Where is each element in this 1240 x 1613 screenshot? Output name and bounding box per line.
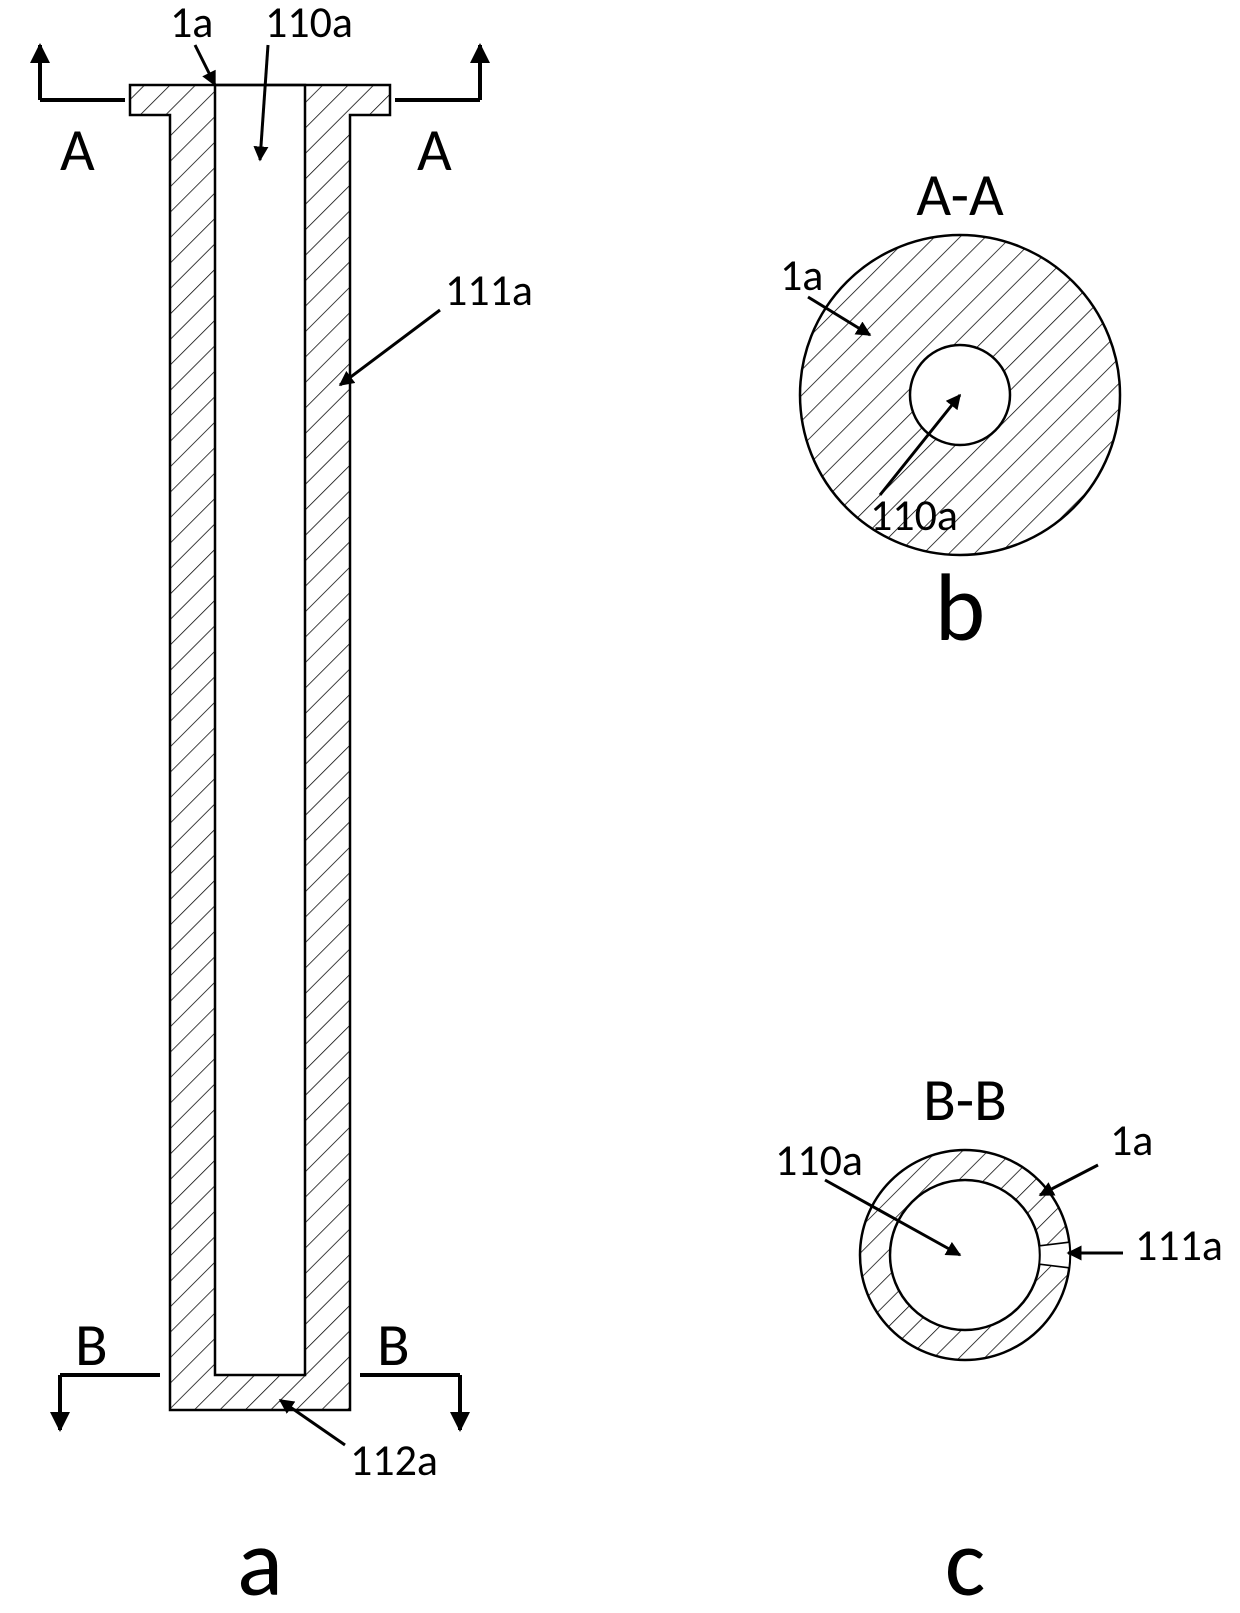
callout-label: 1a	[780, 248, 823, 302]
section-title-bb: B-B	[923, 1064, 1007, 1137]
callout-label: 111a	[1135, 1218, 1223, 1272]
callout-arrow	[1040, 1165, 1098, 1195]
figure-label-b: b	[935, 549, 985, 666]
callout-label: 110a	[870, 488, 958, 542]
callout-arrow	[340, 310, 440, 385]
callout-label: 110a	[265, 0, 353, 49]
view-a	[40, 45, 480, 1430]
section-b-label-right: B	[377, 1309, 410, 1382]
callout-arrow	[195, 45, 215, 85]
callout-label: 110a	[775, 1133, 863, 1187]
figure-label-a: a	[237, 1504, 283, 1613]
view-c	[860, 1150, 1070, 1360]
figure-label-c: c	[945, 1504, 986, 1613]
section-title-aa: A-A	[916, 159, 1004, 232]
bore-outline	[215, 85, 305, 1375]
callout-label: 111a	[445, 263, 533, 317]
tube-outline	[130, 85, 390, 1410]
callout-label: 1a	[170, 0, 213, 49]
callout-arrow	[260, 45, 268, 160]
ring-inner	[890, 1180, 1040, 1330]
ring-slot	[1039, 1242, 1070, 1268]
section-a-label-right: A	[417, 114, 452, 187]
ring-outer	[860, 1150, 1070, 1360]
callout-label: 1a	[1110, 1113, 1153, 1167]
callout-label: 112a	[350, 1433, 438, 1487]
section-b-label-left: B	[75, 1309, 108, 1382]
section-a-label-left: A	[60, 114, 95, 187]
